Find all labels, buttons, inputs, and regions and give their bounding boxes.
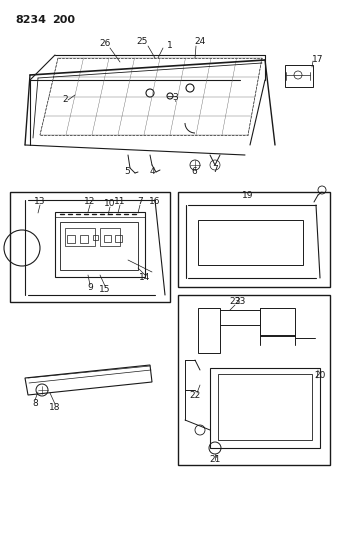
Bar [80,235,88,243]
Bar [115,235,122,242]
Text: 7: 7 [137,198,143,206]
Text: 11: 11 [114,198,126,206]
Text: 22: 22 [189,392,201,400]
Bar [93,235,98,240]
Text: 3: 3 [172,93,178,102]
Text: 23: 23 [229,297,241,306]
Text: 23: 23 [234,297,246,306]
Bar [285,65,313,87]
Bar [100,228,120,246]
Text: 12: 12 [84,198,96,206]
Bar [104,235,111,242]
Text: 9: 9 [87,284,93,293]
Text: 200: 200 [52,15,75,25]
Bar [67,235,75,243]
Text: 5: 5 [124,167,130,176]
Bar [218,374,312,440]
Text: 21: 21 [209,456,221,464]
Text: 2: 2 [62,95,68,104]
Bar [178,192,330,287]
Text: 17: 17 [312,55,324,64]
Text: 10: 10 [104,199,116,208]
Bar [178,295,330,465]
Text: 18: 18 [49,402,61,411]
Bar [60,222,138,270]
Text: 25: 25 [136,37,148,46]
Text: 14: 14 [139,273,151,282]
Text: 6: 6 [191,167,197,176]
Text: 8234: 8234 [15,15,46,25]
Text: 7: 7 [212,166,218,174]
Bar [10,192,170,302]
Text: 26: 26 [99,38,111,47]
Bar [55,212,145,277]
Text: 20: 20 [314,370,326,379]
Text: 13: 13 [34,198,46,206]
Text: 8: 8 [32,399,38,408]
Text: 16: 16 [149,198,161,206]
Bar [198,220,303,265]
Text: 19: 19 [242,191,254,200]
Text: 4: 4 [149,167,155,176]
Bar [210,368,320,448]
Bar [198,308,220,353]
Text: 1: 1 [167,41,173,50]
Bar [65,228,95,246]
Text: 15: 15 [99,285,111,294]
Bar [260,308,295,336]
Text: 24: 24 [194,37,206,46]
